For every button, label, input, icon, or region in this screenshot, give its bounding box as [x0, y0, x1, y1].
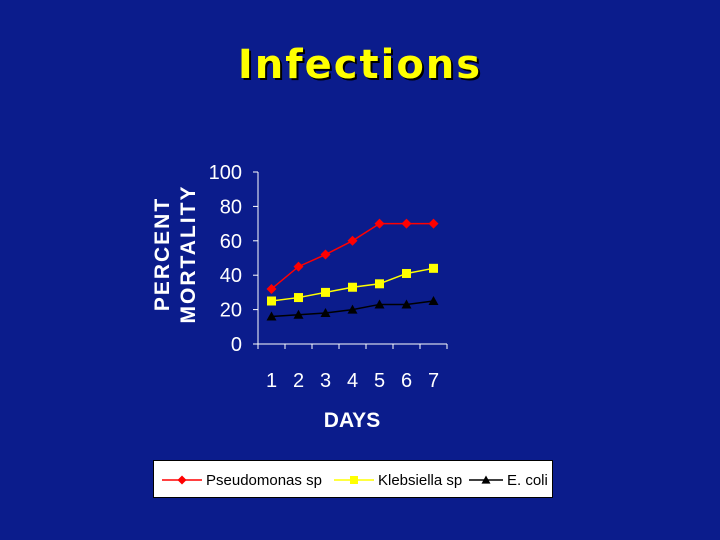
data-point — [266, 283, 277, 294]
y-tick-label: 60 — [220, 231, 242, 253]
data-point — [267, 296, 276, 306]
data-point — [347, 304, 358, 314]
legend-label: E. coli — [507, 472, 548, 489]
data-point — [402, 268, 411, 278]
x-tick-label: 6 — [401, 370, 412, 392]
data-point — [375, 279, 384, 289]
x-tick-label: 7 — [428, 370, 439, 392]
data-point — [428, 218, 439, 229]
x-tick-label: 5 — [374, 370, 385, 392]
series-pseudomonas-sp — [266, 218, 439, 294]
data-point — [374, 218, 385, 229]
data-point — [429, 263, 438, 273]
data-point — [320, 308, 331, 318]
chart-series — [266, 218, 439, 321]
y-axis-ticks: 0 20 40 60 80 100 — [209, 162, 242, 356]
y-tick-label: 40 — [220, 265, 242, 287]
data-point — [401, 218, 412, 229]
legend-label: Pseudomonas sp — [206, 472, 322, 489]
series-klebsiella-sp — [267, 263, 438, 306]
chart-axes — [253, 171, 448, 349]
data-point — [321, 287, 330, 297]
legend-entries: Pseudomonas sp Klebsiella sp E. coli — [162, 472, 548, 489]
x-tick-label: 1 — [266, 370, 277, 392]
data-point — [293, 261, 304, 272]
y-tick-label: 100 — [209, 162, 242, 184]
data-point — [401, 299, 412, 309]
legend-marker — [177, 475, 187, 485]
series-line — [271, 222, 434, 290]
x-tick-label: 4 — [347, 370, 358, 392]
data-point — [293, 309, 304, 319]
x-tick-label: 2 — [293, 370, 304, 392]
data-point — [266, 311, 277, 321]
y-axis-title-line: MORTALITY — [177, 185, 200, 324]
legend-entry: E. coli — [469, 472, 548, 489]
y-tick-label: 20 — [220, 300, 242, 322]
legend-entry: Klebsiella sp — [334, 472, 462, 489]
chart-legend: Pseudomonas sp Klebsiella sp E. coli — [153, 460, 553, 498]
x-tick-label: 3 — [320, 370, 331, 392]
legend-entry: Pseudomonas sp — [162, 472, 322, 489]
legend-marker — [481, 475, 491, 484]
series-e-coli — [266, 296, 439, 321]
data-point — [374, 299, 385, 309]
data-point — [348, 282, 357, 292]
y-tick-label: 80 — [220, 196, 242, 218]
legend-marker — [350, 476, 358, 484]
data-point — [320, 249, 331, 260]
data-point — [294, 293, 303, 303]
y-axis-title-line: PERCENT — [151, 197, 174, 311]
slide-title: Infections — [237, 42, 483, 88]
legend-label: Klebsiella sp — [378, 472, 462, 489]
y-tick-label: 0 — [231, 334, 242, 356]
y-axis-title: PERCENT MORTALITY — [151, 185, 200, 324]
data-point — [428, 296, 439, 305]
data-point — [347, 235, 358, 246]
x-axis-title: DAYS — [324, 409, 380, 432]
